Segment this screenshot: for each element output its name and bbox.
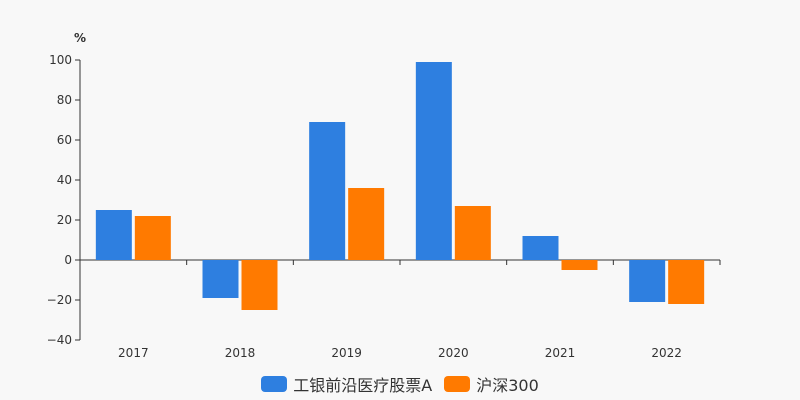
- legend: 工银前沿医疗股票A 沪深300: [0, 372, 800, 396]
- bars: [95, 62, 705, 310]
- bar-fund-2017: [95, 210, 132, 260]
- y-tick-label: 0: [64, 253, 72, 267]
- x-tick-label: 2018: [225, 346, 256, 360]
- x-tick-label: 2020: [438, 346, 469, 360]
- legend-label-fund: 工银前沿医疗股票A: [293, 376, 433, 395]
- y-tick-label: −20: [47, 293, 72, 307]
- legend-item-index[interactable]: 沪深300: [444, 372, 539, 396]
- bar-fund-2020: [415, 62, 452, 260]
- y-tick-label: 80: [57, 93, 72, 107]
- bar-index-2021: [561, 260, 598, 270]
- axes: 100 80 60 40 20 0 −20 −40 2017 2018 2019 2020 2021 20…: [47, 53, 721, 360]
- bar-fund-2021: [522, 236, 559, 260]
- x-tick-label: 2017: [118, 346, 149, 360]
- legend-item-fund[interactable]: 工银前沿医疗股票A: [261, 372, 432, 396]
- bar-index-2022: [668, 260, 705, 304]
- y-unit-label: %: [74, 31, 86, 45]
- y-tick-label: 60: [57, 133, 72, 147]
- y-tick-label: 100: [49, 53, 72, 67]
- bar-index-2020: [454, 206, 491, 260]
- bar-fund-2019: [309, 122, 346, 260]
- y-tick-label: 40: [57, 173, 72, 187]
- bar-index-2017: [134, 216, 171, 260]
- legend-label-index: 沪深300: [476, 376, 539, 395]
- bar-fund-2018: [202, 260, 239, 298]
- legend-swatch-index: [444, 376, 471, 392]
- x-tick-label: 2019: [331, 346, 362, 360]
- legend-swatch-fund: [261, 376, 288, 392]
- x-tick-label: 2022: [651, 346, 682, 360]
- y-tick-label: −40: [47, 333, 72, 347]
- bar-index-2018: [241, 260, 278, 310]
- x-tick-label: 2021: [545, 346, 576, 360]
- bar-index-2019: [348, 188, 385, 260]
- bar-fund-2022: [629, 260, 666, 302]
- y-tick-label: 20: [57, 213, 72, 227]
